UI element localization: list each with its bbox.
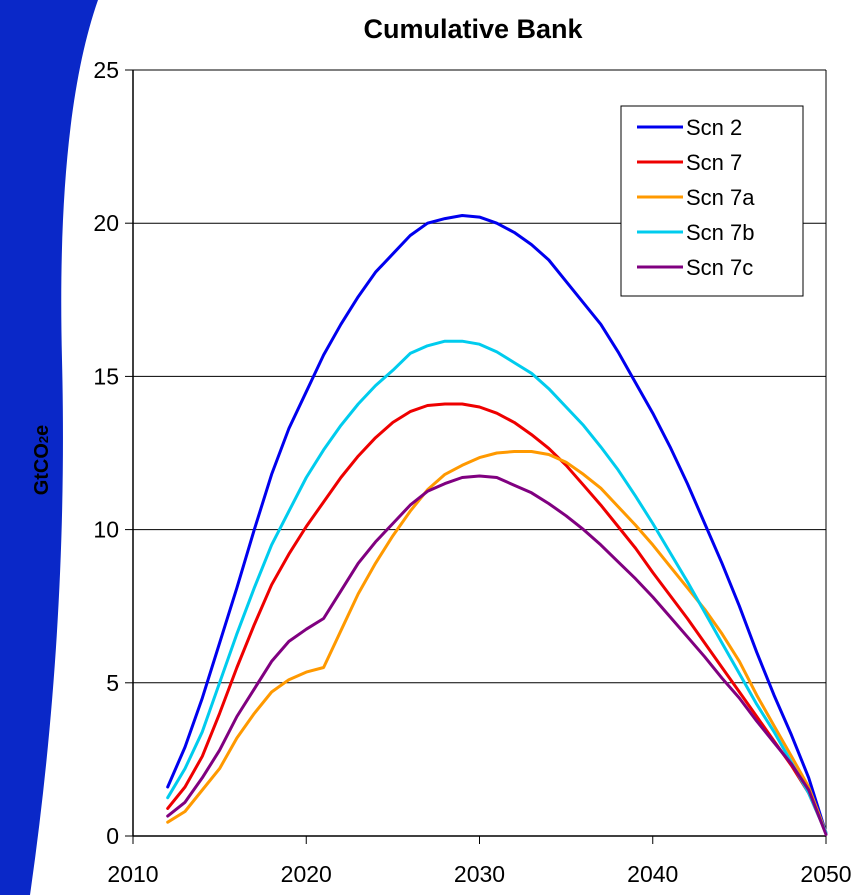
legend-label-scn-7a: Scn 7a — [686, 185, 755, 210]
x-tick-labels: 2010 2020 2030 2040 2050 — [107, 861, 851, 887]
x-tick-label: 2020 — [281, 861, 332, 887]
x-tick-label: 2040 — [627, 861, 678, 887]
legend-label-scn-7c: Scn 7c — [686, 255, 753, 280]
legend-box — [620, 105, 804, 297]
series-lines — [166, 214, 828, 836]
y-tick-labels: 0 5 10 15 20 25 — [93, 57, 119, 849]
axes — [125, 69, 827, 844]
gridlines — [133, 69, 826, 684]
y-tick-label: 0 — [106, 823, 119, 849]
legend: Scn 2 Scn 7 Scn 7a Scn 7b Scn 7c — [620, 105, 804, 297]
y-axis-label-main: GtCO — [31, 443, 53, 495]
series-line-scn-7a — [166, 450, 828, 835]
legend-label-scn-2: Scn 2 — [686, 115, 742, 140]
y-axis-label-tail: e — [31, 425, 53, 436]
series-line-scn-7 — [166, 402, 828, 835]
y-tick-label: 5 — [106, 670, 119, 696]
y-tick-label: 25 — [93, 57, 119, 83]
y-tick-label: 20 — [93, 210, 119, 236]
series-line-scn-7c — [166, 474, 828, 836]
x-tick-label: 2010 — [107, 861, 158, 887]
x-tick-label: 2030 — [454, 861, 505, 887]
series-line-scn-7b — [166, 339, 828, 835]
y-axis-label-subscript: 2 — [36, 436, 51, 443]
y-tick-label: 10 — [93, 517, 119, 543]
legend-label-scn-7b: Scn 7b — [686, 220, 755, 245]
x-tick-label: 2050 — [800, 861, 851, 887]
legend-label-scn-7: Scn 7 — [686, 150, 742, 175]
series-line-scn-2 — [166, 214, 828, 835]
legend-items: Scn 2 Scn 7 Scn 7a Scn 7b Scn 7c — [637, 115, 755, 280]
y-axis-label: GtCO2e — [31, 425, 53, 496]
chart-title: Cumulative Bank — [363, 14, 583, 44]
blue-swoosh-decoration — [0, 0, 98, 895]
y-tick-label: 15 — [93, 363, 119, 389]
